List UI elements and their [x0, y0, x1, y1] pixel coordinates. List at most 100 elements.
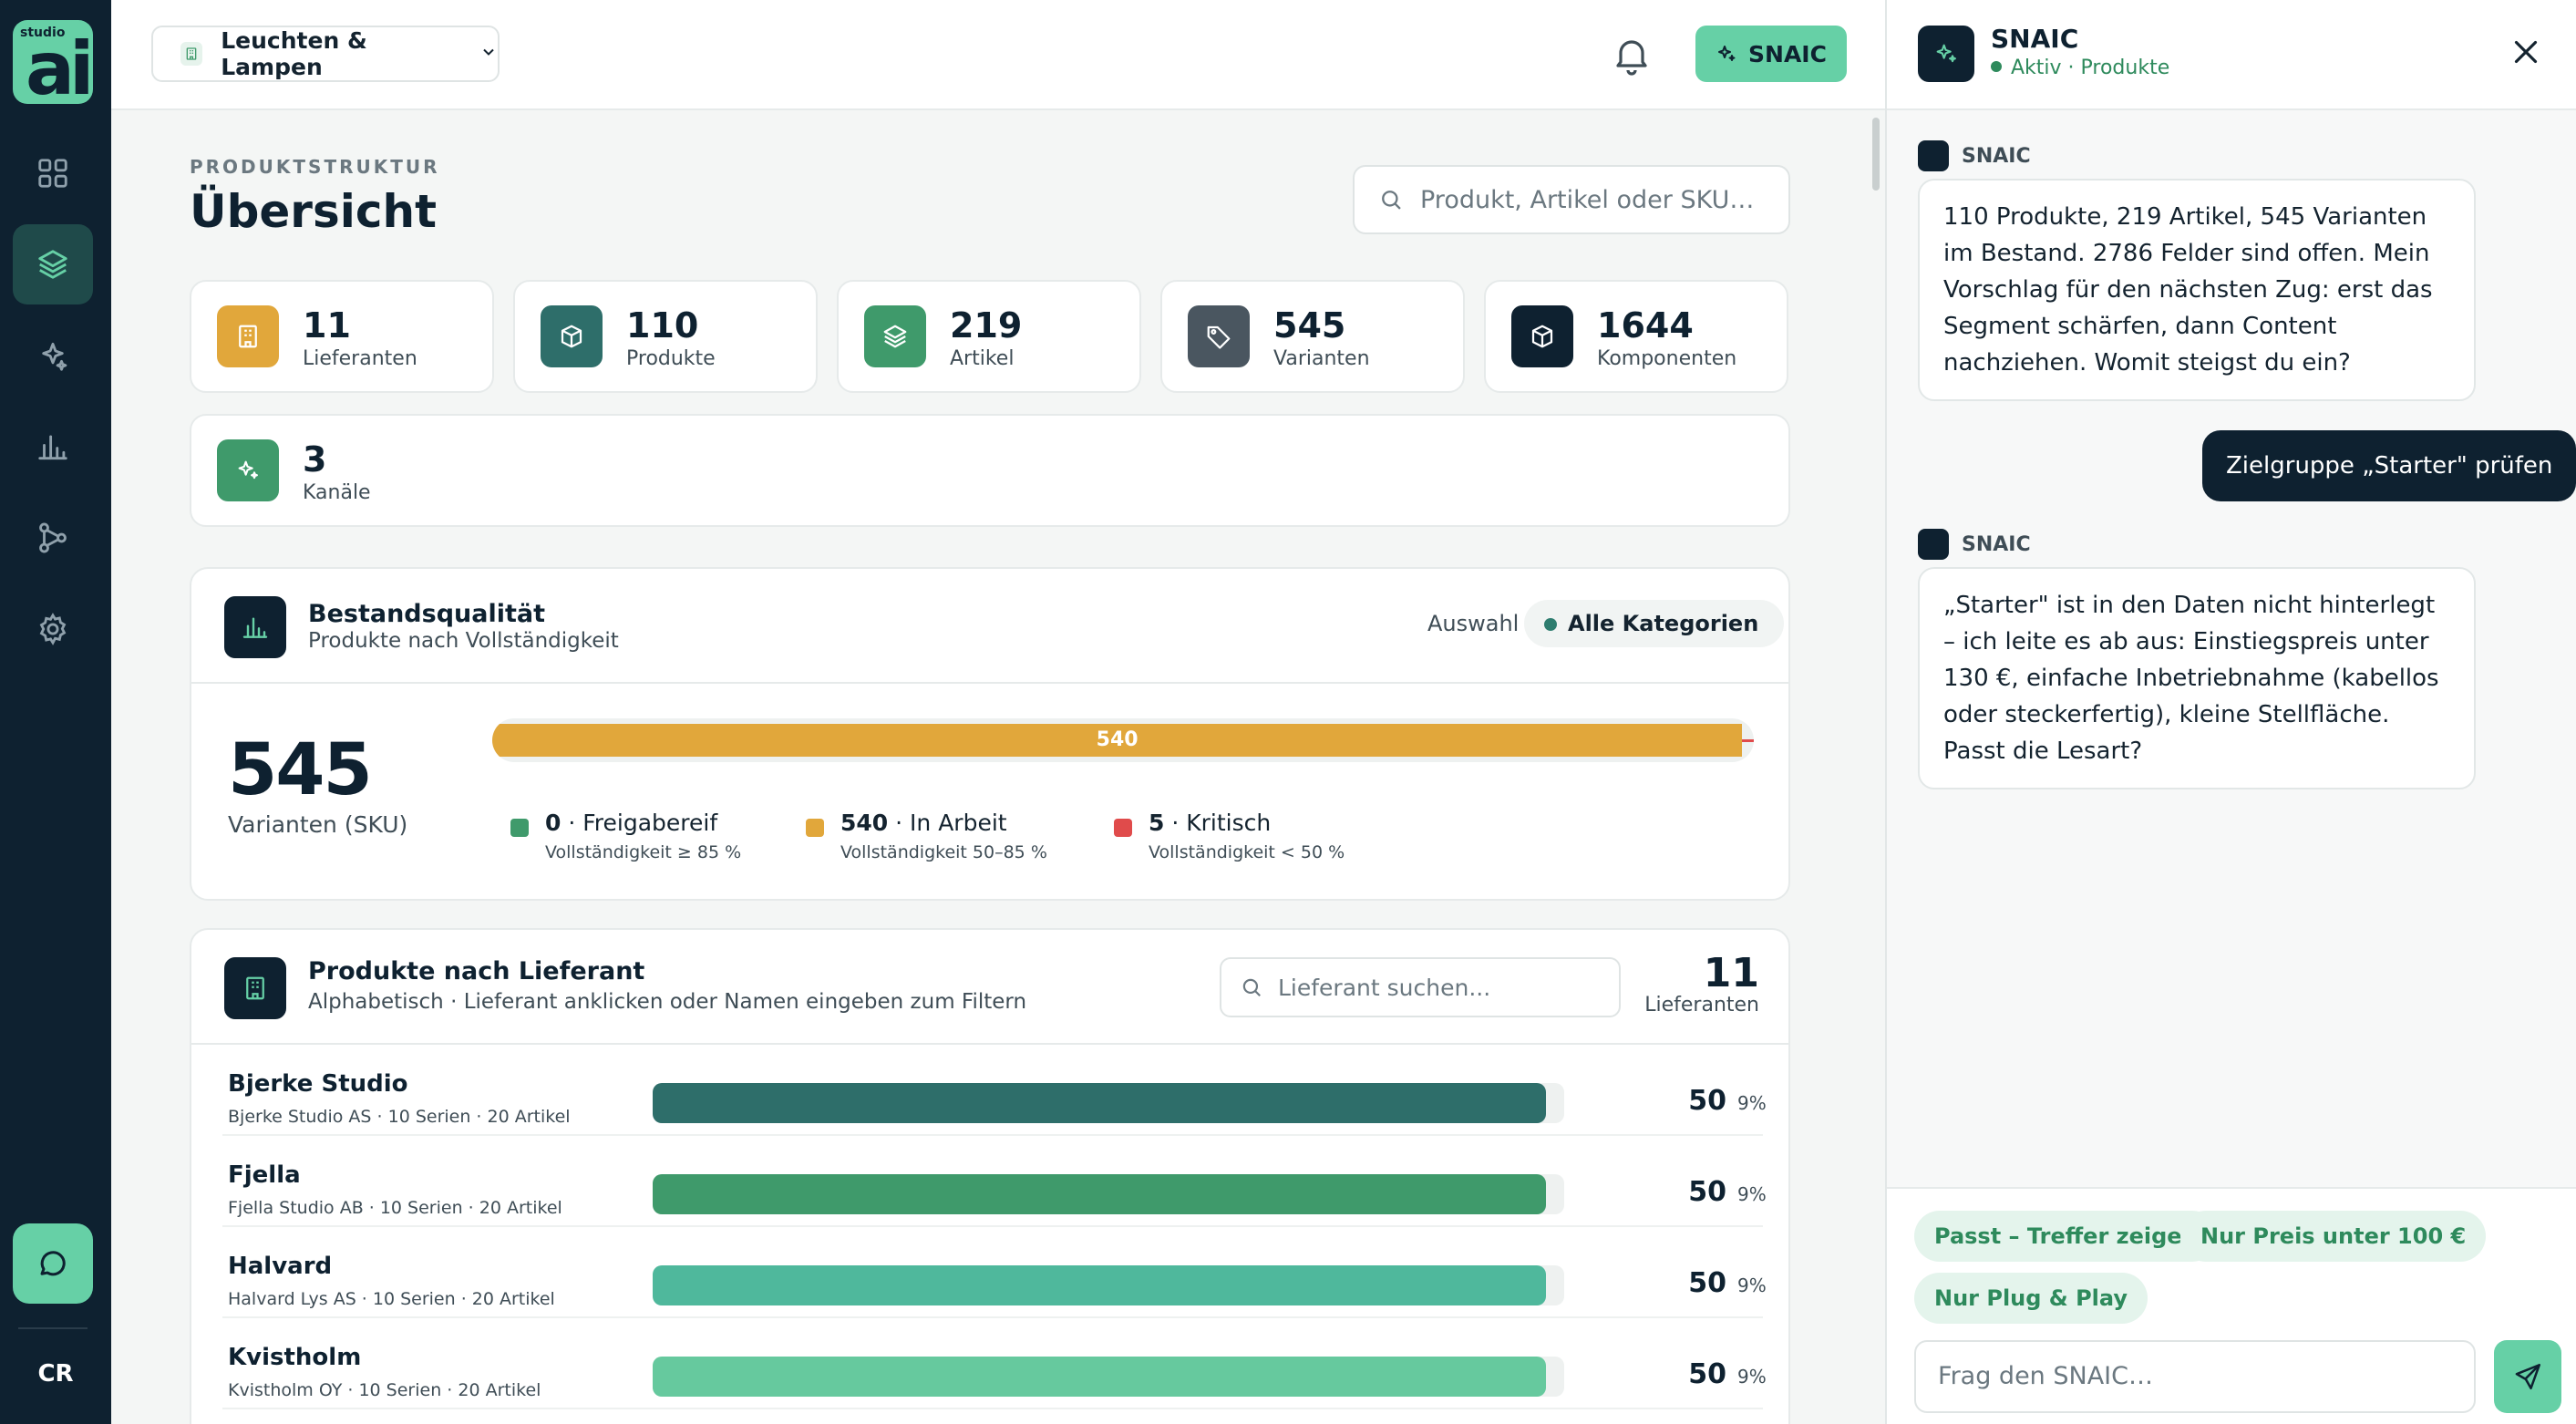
sidebar-rail: studio ai CR	[0, 0, 111, 1424]
supplier-count-label: Lieferanten	[1644, 994, 1759, 1016]
suggestion-chip[interactable]: Passt – Treffer zeigen	[1914, 1211, 2218, 1262]
assistant-header: SNAIC Aktiv · Produkte	[1887, 0, 2576, 110]
selection-label: Auswahl	[1427, 611, 1520, 636]
sparkles-icon	[42, 342, 67, 371]
nav-products[interactable]	[13, 224, 93, 304]
row-divider	[222, 1408, 1763, 1409]
product-search-input[interactable]: Produkt, Artikel oder SKU…	[1353, 165, 1790, 234]
supplier-bar-fill	[653, 1265, 1546, 1305]
supplier-meta: Fjella Studio AB · 10 Serien · 20 Artike…	[228, 1198, 562, 1218]
bar-chart-icon	[38, 435, 67, 460]
suggestion-chip[interactable]: Nur Preis unter 100 €	[2180, 1211, 2487, 1262]
nav-workflow[interactable]	[13, 498, 93, 578]
close-icon[interactable]	[2507, 33, 2545, 71]
bar-segment-in-arbeit[interactable]: 540	[492, 724, 1743, 757]
assistant-panel: SNAIC Aktiv · Produkte SNAIC 110 Produkt…	[1885, 0, 2576, 1424]
logo[interactable]: studio ai	[13, 20, 94, 106]
bot-avatar-icon	[1918, 140, 1949, 171]
layers-icon	[864, 305, 926, 367]
supplier-bar-track	[653, 1357, 1564, 1397]
supplier-bar-fill	[653, 1357, 1546, 1397]
supplier-bar-track	[653, 1083, 1564, 1123]
nav-dashboard[interactable]	[13, 133, 93, 213]
bar-segment-kritisch[interactable]	[1742, 739, 1754, 742]
supplier-meta: Bjerke Studio AS · 10 Serien · 20 Artike…	[228, 1107, 571, 1127]
gear-icon	[39, 613, 67, 645]
bar-chart-icon	[224, 596, 286, 658]
scrollbar[interactable]	[1872, 118, 1880, 191]
stat-value: 11	[303, 305, 351, 346]
box-icon	[1511, 305, 1573, 367]
stat-value: 3	[303, 439, 327, 480]
chat-button[interactable]	[13, 1223, 93, 1304]
legend-sub: Vollständigkeit 50–85 %	[840, 842, 1047, 862]
nav-settings[interactable]	[13, 589, 93, 669]
nav-analytics[interactable]	[13, 407, 93, 487]
assistant-input[interactable]: Frag den SNAIC…	[1914, 1340, 2476, 1413]
legend-sub: Vollständigkeit < 50 %	[1149, 842, 1345, 862]
user-avatar[interactable]: CR	[37, 1360, 74, 1388]
user-message: Zielgruppe „Starter" prüfen	[2202, 430, 2576, 501]
supplier-bar-track	[653, 1265, 1564, 1305]
git-branch-icon	[39, 522, 67, 553]
send-icon	[2515, 1363, 2541, 1390]
rail-divider	[18, 1327, 88, 1329]
supplier-search-input[interactable]: Lieferant suchen...	[1220, 957, 1621, 1017]
supplier-bar-fill	[653, 1174, 1546, 1214]
stat-value: 219	[950, 305, 1023, 346]
message-author-name: SNAIC	[1962, 144, 2031, 168]
supplier-row[interactable]: Fjella Fjella Studio AB · 10 Serien · 20…	[191, 1136, 1788, 1227]
stat-card-komponenten[interactable]: 1644 Komponenten	[1484, 280, 1788, 393]
supplier-row[interactable]: Halvard Halvard Lys AS · 10 Serien · 20 …	[191, 1227, 1788, 1318]
suggestion-chip[interactable]: Nur Plug & Play	[1914, 1273, 2148, 1324]
grid-icon	[38, 159, 67, 188]
card-divider	[191, 1043, 1788, 1045]
supplier-percent: 9%	[1737, 1366, 1767, 1388]
supplier-count-value: 50	[1688, 1267, 1726, 1299]
category-select[interactable]: Leuchten & Lampen	[151, 26, 500, 82]
stat-card-varianten[interactable]: 545 Varianten	[1160, 280, 1465, 393]
completeness-stacked-bar: 540	[492, 718, 1754, 762]
supplier-name: Kvistholm	[228, 1344, 362, 1371]
card-divider	[191, 682, 1788, 684]
notification-bell-icon[interactable]	[1610, 33, 1654, 77]
stat-label: Komponenten	[1597, 347, 1737, 370]
nav-ai[interactable]	[13, 315, 93, 396]
legend-count: 0	[545, 810, 562, 836]
bot-avatar-icon	[1918, 529, 1949, 560]
building-icon	[224, 957, 286, 1019]
legend-swatch	[806, 819, 824, 837]
stat-card-kanaele[interactable]: 3 Kanäle	[190, 414, 1790, 527]
legend-swatch	[1114, 819, 1132, 837]
row-divider	[222, 1134, 1763, 1136]
stat-label: Lieferanten	[303, 347, 417, 370]
message-author: SNAIC	[1918, 140, 2031, 171]
supplier-meta: Halvard Lys AS · 10 Serien · 20 Artikel	[228, 1289, 555, 1309]
supplier-row[interactable]: Kvistholm Kvistholm OY · 10 Serien · 20 …	[191, 1318, 1788, 1409]
supplier-row[interactable]: Bjerke Studio Bjerke Studio AS · 10 Seri…	[191, 1045, 1788, 1136]
legend-swatch	[510, 819, 529, 837]
building-icon	[217, 305, 279, 367]
stat-card-artikel[interactable]: 219 Artikel	[837, 280, 1141, 393]
box-icon	[541, 305, 603, 367]
stat-card-lieferanten[interactable]: 11 Lieferanten	[190, 280, 494, 393]
send-button[interactable]	[2494, 1340, 2561, 1413]
legend-count: 540	[840, 810, 889, 836]
message-author-name: SNAIC	[1962, 532, 2031, 556]
row-divider	[222, 1225, 1763, 1227]
logo-small-text: studio	[20, 26, 66, 40]
stat-card-produkte[interactable]: 110 Produkte	[513, 280, 818, 393]
snaic-button[interactable]: SNAIC	[1695, 26, 1847, 82]
quality-title: Bestandsqualität	[308, 600, 546, 628]
assistant-status: Aktiv · Produkte	[1991, 57, 2169, 79]
top-bar: Leuchten & Lampen SNAIC	[111, 0, 1885, 110]
tag-icon	[1188, 305, 1250, 367]
category-filter-pill[interactable]: Alle Kategorien	[1524, 600, 1785, 647]
stat-label: Produkte	[626, 347, 716, 370]
product-search-placeholder: Produkt, Artikel oder SKU…	[1420, 185, 1755, 214]
supplier-count-value: 50	[1688, 1358, 1726, 1390]
legend-label: 540 · In Arbeit	[840, 810, 1007, 836]
supplier-percent: 9%	[1737, 1183, 1767, 1205]
supplier-percent: 9%	[1737, 1274, 1767, 1296]
quality-card: Bestandsqualität Produkte nach Vollständ…	[190, 567, 1790, 901]
